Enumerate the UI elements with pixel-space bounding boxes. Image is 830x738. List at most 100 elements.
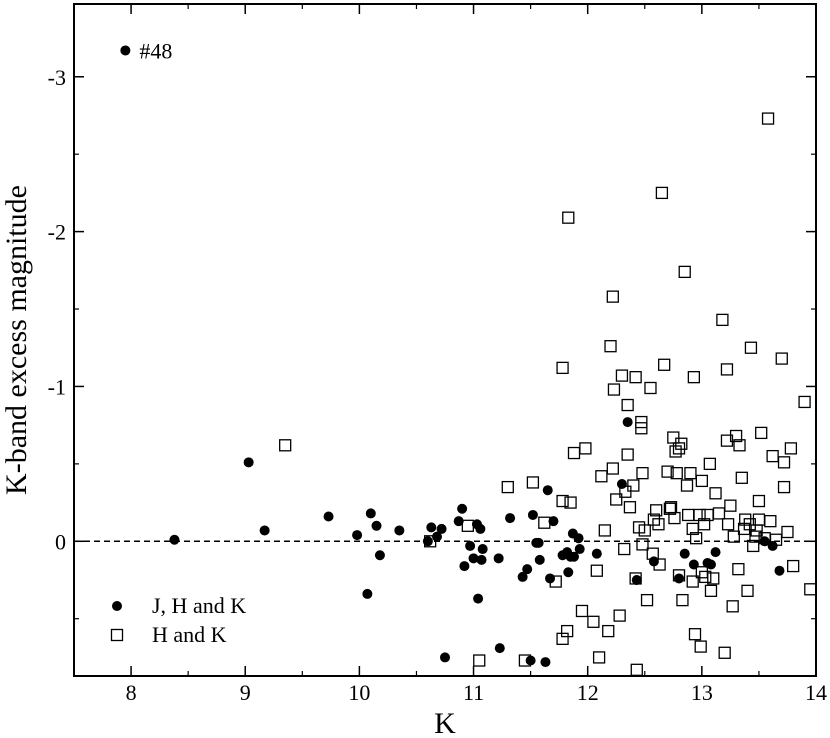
data-point-square <box>695 474 708 488</box>
data-point-square <box>670 467 683 480</box>
data-point-square <box>743 518 756 531</box>
data-point-square <box>610 493 623 506</box>
data-point-circle <box>688 559 699 570</box>
data-point-square <box>766 449 779 463</box>
data-point-circle <box>522 564 533 575</box>
data-point-square <box>461 519 474 532</box>
data-point-square <box>619 485 632 498</box>
data-point-square <box>556 494 569 508</box>
data-point-circle <box>705 559 716 570</box>
data-point-square <box>703 457 716 471</box>
data-point-circle <box>259 525 270 536</box>
data-point-circle <box>475 523 486 534</box>
data-point-square <box>661 465 674 478</box>
data-point-square <box>695 566 708 579</box>
x-axis-title: K <box>434 707 456 738</box>
data-point-square <box>560 624 574 638</box>
data-point-circle <box>494 643 505 654</box>
legend-label: J, H and K <box>152 593 246 618</box>
data-point-circle <box>169 534 180 545</box>
x-tick-label: 13 <box>691 680 713 705</box>
data-point-square <box>699 570 712 584</box>
data-point-square <box>621 448 634 461</box>
data-point-circle <box>674 573 685 584</box>
data-point-square <box>636 467 649 480</box>
data-point-square <box>613 609 626 622</box>
data-point-square <box>784 442 798 455</box>
data-point-square <box>615 369 629 382</box>
data-point-square <box>592 651 606 664</box>
annotation-layer: #48 <box>139 38 172 63</box>
y-tick-label: -1 <box>48 374 66 399</box>
data-point-square <box>655 186 669 200</box>
data-point-square <box>635 422 648 435</box>
data-point-circle <box>527 509 538 520</box>
data-point-circle <box>362 588 373 599</box>
data-point-square <box>684 467 697 480</box>
data-point-square <box>686 575 699 588</box>
x-tick-label: 12 <box>577 680 599 705</box>
x-tick-label: 9 <box>240 680 251 705</box>
data-point-square <box>749 530 762 543</box>
data-point-circle <box>473 593 484 604</box>
data-point-circle <box>426 522 437 533</box>
data-point-square <box>672 442 686 455</box>
data-point-square <box>638 524 651 537</box>
data-point-square <box>680 479 694 492</box>
data-point-square <box>647 513 661 526</box>
data-point-square <box>644 381 657 395</box>
data-point-square <box>732 563 745 576</box>
y-axis-title: K-band excess magnitude <box>0 185 33 495</box>
data-point-square <box>689 532 703 545</box>
data-point-circle <box>365 508 376 519</box>
data-point-circle <box>440 652 450 663</box>
data-point-square <box>726 600 739 613</box>
data-point-square <box>672 569 686 582</box>
data-point-square <box>735 471 748 484</box>
data-point-square <box>693 508 706 522</box>
data-point-square <box>747 539 760 553</box>
data-point-circle <box>457 503 468 514</box>
data-point-circle <box>710 547 721 558</box>
data-point-square <box>741 584 754 597</box>
data-point-square <box>564 496 577 509</box>
x-tick-label: 8 <box>126 680 137 705</box>
data-point-square <box>562 211 575 224</box>
data-point-square <box>587 615 600 628</box>
data-point-square <box>727 530 740 543</box>
data-point-square <box>595 470 608 483</box>
data-point-square <box>663 502 677 515</box>
data-point-circle <box>120 45 131 56</box>
data-point-square <box>598 524 611 537</box>
data-point-square <box>279 439 292 452</box>
data-point-square <box>424 535 437 548</box>
legend-label: H and K <box>152 622 227 647</box>
data-point-circle <box>574 544 585 555</box>
data-point-square <box>678 265 691 279</box>
y-tick-label: 0 <box>55 529 66 554</box>
data-point-square <box>556 361 569 375</box>
data-point-circle <box>591 548 602 559</box>
data-point-circle <box>534 554 545 565</box>
legend-marker-square <box>110 628 124 642</box>
data-point-circle <box>477 544 488 555</box>
data-point-square <box>538 516 551 529</box>
data-point-square <box>781 525 794 539</box>
data-point-circle <box>323 511 334 522</box>
data-point-circle <box>468 553 479 564</box>
data-point-circle <box>505 513 516 524</box>
data-point-square <box>629 371 642 384</box>
data-point-square <box>675 437 688 450</box>
data-point-circle <box>568 551 579 562</box>
data-point-square <box>575 604 589 618</box>
data-point-square <box>777 456 791 469</box>
data-point-square <box>720 434 734 447</box>
data-point-square <box>590 564 603 577</box>
x-tick-label: 11 <box>463 680 484 705</box>
data-point-circle <box>622 417 633 428</box>
data-point-circle <box>352 530 363 541</box>
data-point-square <box>602 624 615 638</box>
data-point-circle <box>548 516 559 527</box>
